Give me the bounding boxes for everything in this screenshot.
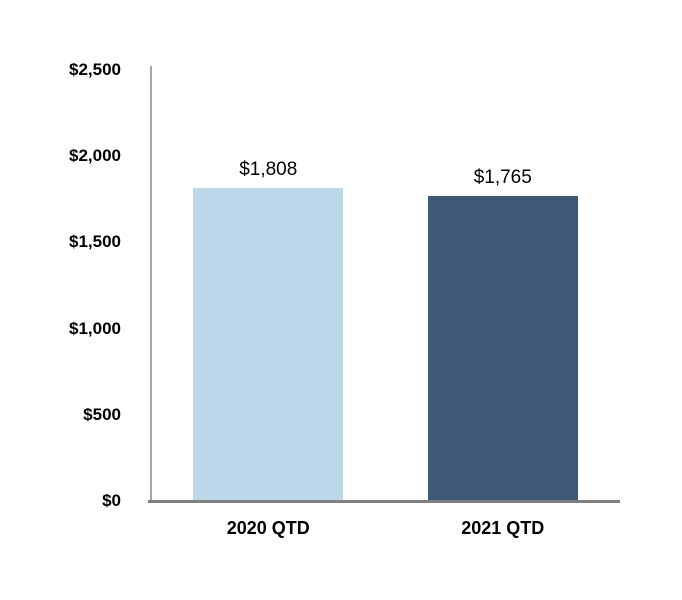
x-axis-line (148, 500, 620, 503)
bar-value-label-2021-qtd: $1,765 (473, 166, 532, 188)
y-tick-label: $2,000 (69, 146, 121, 166)
bar-value-label-2020-qtd: $1,808 (239, 159, 298, 181)
bar-2020-qtd (193, 188, 344, 500)
y-tick-label: $500 (83, 404, 121, 424)
y-axis-line (150, 66, 152, 501)
y-tick-label: $0 (102, 491, 121, 510)
category-label-2021-qtd: 2021 QTD (461, 518, 545, 538)
y-tick-label: $2,500 (69, 60, 121, 79)
y-tick-label: $1,000 (69, 318, 121, 338)
bar-2021-qtd (427, 195, 578, 500)
category-label-2020-qtd: 2020 QTD (226, 518, 310, 538)
y-tick-label: $1,500 (69, 232, 121, 252)
